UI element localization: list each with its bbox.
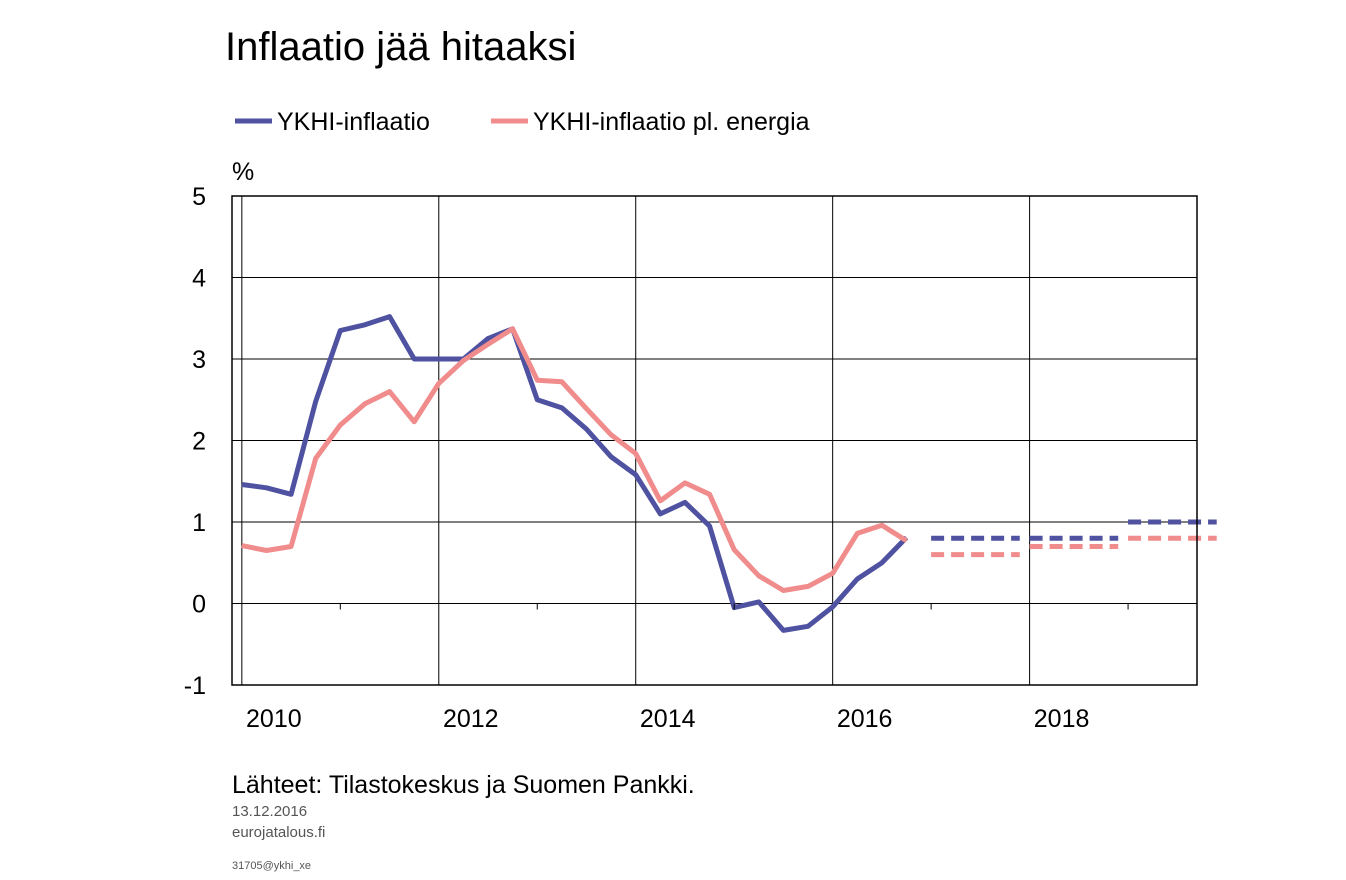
y-tick-label: 2 bbox=[192, 428, 206, 456]
x-axis-tick-labels: 2010 2012 2014 2016 2018 bbox=[246, 705, 1089, 733]
series-line-ykhi bbox=[241, 314, 909, 633]
y-tick-label: 1 bbox=[192, 509, 206, 537]
y-tick-label: 5 bbox=[192, 183, 206, 211]
y-tick-label: 4 bbox=[192, 265, 206, 293]
series-layer bbox=[241, 314, 1217, 633]
gridlines bbox=[232, 196, 1197, 685]
plot-area-frame bbox=[231, 195, 1198, 686]
x-axis-ticks bbox=[339, 603, 1129, 610]
series-line-ykhi-core bbox=[241, 326, 908, 593]
chart-code: 31705@ykhi_xe bbox=[232, 860, 311, 872]
x-tick-label: 2016 bbox=[837, 705, 893, 733]
y-tick-label: -1 bbox=[184, 672, 206, 700]
x-tick-label: 2018 bbox=[1034, 705, 1090, 733]
site-name: eurojatalous.fi bbox=[232, 824, 325, 841]
x-tick-label: 2014 bbox=[640, 705, 696, 733]
y-axis-tick-labels: 5 4 3 2 1 0 -1 bbox=[184, 183, 206, 700]
x-tick-label: 2010 bbox=[246, 705, 302, 733]
legend: YKHI-inflaatio YKHI-inflaatio pl. energi… bbox=[235, 108, 810, 136]
x-tick-label: 2012 bbox=[443, 705, 499, 733]
y-axis-unit-label: % bbox=[232, 158, 254, 186]
source-note: Lähteet: Tilastokeskus ja Suomen Pankki. bbox=[232, 771, 695, 799]
legend-label-ykhi: YKHI-inflaatio bbox=[277, 108, 430, 136]
publish-date: 13.12.2016 bbox=[232, 803, 307, 820]
chart-title: Inflaatio jää hitaaksi bbox=[225, 25, 576, 69]
y-tick-label: 0 bbox=[192, 591, 206, 619]
legend-label-ykhi-core: YKHI-inflaatio pl. energia bbox=[533, 108, 810, 136]
y-tick-label: 3 bbox=[192, 346, 206, 374]
